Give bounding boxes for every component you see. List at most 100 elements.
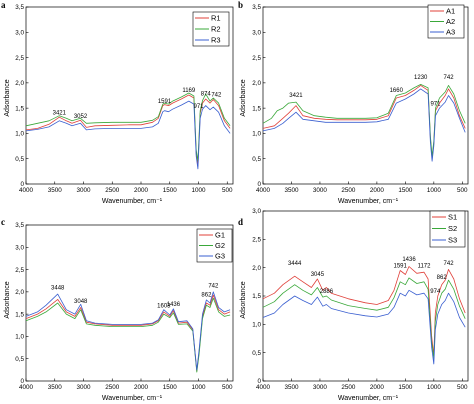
panel-c-peak-label: 3448: [51, 286, 65, 292]
panel-b-peak-label: 1660: [390, 88, 404, 94]
panel-d-ytick-label: 1,0: [252, 322, 261, 329]
panel-a-ylabel: Adsorbance: [4, 79, 11, 116]
panel-c-letter: c: [1, 217, 5, 227]
panel-a-peak-label: 742: [211, 93, 222, 99]
panel-a-ytick-label: 1,5: [15, 105, 24, 112]
panel-c-peak-label: 742: [208, 283, 219, 289]
panel-c-series-g1: [25, 294, 231, 372]
panel-b-ytick-label: 2,5: [252, 55, 261, 62]
panel-a-xtick-label: 3000: [76, 187, 91, 194]
panel-b-peak-label: 1230: [414, 75, 428, 81]
panel-c-ytick-label: 1,5: [15, 311, 24, 318]
panel-c-ytick-label: 2,5: [15, 267, 24, 274]
panel-c-series-g2: [25, 297, 231, 373]
panel-d-legend-label-s1: S1: [448, 213, 457, 222]
panel-b-xtick-label: 1500: [398, 187, 413, 194]
panel-a-legend-label-r3: R3: [211, 36, 221, 45]
panel-b-series-a3: [262, 88, 466, 162]
panel-b-ytick-label: 3,5: [252, 4, 261, 11]
panel-d-series-s1: [262, 266, 466, 356]
panel-c-xtick-label: 500: [222, 384, 233, 391]
panel-a-xtick-label: 500: [222, 187, 233, 194]
panel-b: b Wavenumber, cm⁻¹ Adsorbance 4000 3500 30…: [238, 0, 469, 205]
panel-d-peak-label: 1172: [418, 264, 432, 270]
panel-a-plot: 4000 3500 3000 2500 2000 1500 1000 500 0 0,5 1,0 1,…: [15, 4, 234, 194]
panel-b-xtick-label: 3000: [313, 187, 328, 194]
panel-c-peak-label: 1436: [167, 302, 181, 308]
panel-c-peak-label: 3048: [74, 299, 88, 305]
panel-a-legend: R1 R2 R3: [192, 11, 230, 47]
panel-c-legend-label-g3: G3: [215, 252, 225, 261]
panel-c-xtick-label: 2000: [134, 384, 149, 391]
panel-d-peak-label: 3045: [311, 272, 325, 278]
panel-d-peak-label: 742: [444, 261, 455, 267]
panel-c-ytick-label: 2,0: [15, 289, 24, 296]
panel-d-ytick-label: 0: [257, 378, 261, 385]
panel-a-letter: a: [1, 0, 6, 10]
panel-b-peak-label: 971: [430, 102, 441, 108]
panel-d-xtick-label: 4000: [256, 384, 271, 391]
panel-b-peak-label: 3421: [289, 93, 303, 99]
panel-b-ytick-label: 0,5: [252, 156, 261, 163]
panel-b-series-a1: [262, 85, 466, 160]
panel-c-series-g3: [25, 291, 231, 371]
panel-b-ytick-label: 1,5: [252, 105, 261, 112]
panel-b-xlabel: Wavenumber, cm⁻¹: [338, 198, 399, 205]
panel-b-xtick-label: 2000: [370, 187, 385, 194]
panel-d-xtick-label: 500: [457, 384, 468, 391]
panel-b-xtick-label: 500: [457, 187, 468, 194]
panel-b-xtick-label: 3500: [284, 187, 299, 194]
panel-b-legend-label-a1: A1: [446, 7, 455, 16]
panel-c-legend-label-g1: G1: [215, 231, 225, 240]
panel-d-xtick-label: 2000: [370, 384, 385, 391]
panel-b-legend-label-a2: A2: [446, 17, 455, 26]
panel-d-xtick-label: 3500: [284, 384, 299, 391]
panel-b-ytick-label: 2,0: [252, 80, 261, 87]
panel-d-ytick-label: 2,0: [252, 265, 261, 272]
panel-c-xlabel: Wavenumber, cm⁻¹: [102, 395, 163, 402]
panel-c-ytick-label: 3,0: [15, 244, 24, 251]
panel-a-peak-label: 3421: [53, 111, 67, 117]
panel-a-xtick-label: 1500: [163, 187, 178, 194]
panel-d-legend-label-s2: S2: [448, 224, 457, 233]
panel-b-ytick-label: 1,0: [252, 131, 261, 138]
panel-c-peak-label: 862: [201, 292, 212, 298]
panel-a-peak-label: 1591: [158, 99, 172, 105]
panel-d-series-s2: [262, 277, 466, 359]
panel-a-peak-label: 971: [193, 104, 204, 110]
panel-b-xtick-label: 4000: [256, 187, 271, 194]
panel-b-peak-label: 742: [444, 75, 455, 81]
panel-b-ytick-label: 0: [257, 181, 261, 188]
panel-a-xlabel: Wavenumber, cm⁻¹: [102, 198, 163, 205]
panel-a-xtick-label: 1000: [191, 187, 206, 194]
panel-a-series-r3: [25, 100, 231, 170]
panel-a-frame: [25, 6, 234, 185]
panel-d-plot: 4000 3500 3000 2500 2000 1500 1000 500 0 0,5 1,0 1,…: [252, 208, 469, 391]
panel-a: a Wavenumber, cm⁻¹ Adsorbance 4000 3500 30…: [1, 0, 234, 205]
panel-d-peak-label: 1436: [402, 257, 416, 263]
panel-c-frame: [25, 224, 234, 382]
panel-d-peak-label: 2886: [320, 289, 334, 295]
panel-d-xtick-label: 3000: [313, 384, 328, 391]
panel-c-xtick-label: 3500: [48, 384, 63, 391]
panel-d-xtick-label: 1500: [398, 384, 413, 391]
panel-d-ylabel: Adsorbance: [240, 281, 247, 318]
panel-d-xtick-label: 1000: [427, 384, 442, 391]
panel-d-legend-label-s3: S3: [448, 236, 457, 245]
panel-d-xlabel: Wavenumber, cm⁻¹: [338, 395, 399, 402]
panel-d-ytick-label: 2,5: [252, 237, 261, 244]
panel-c-ytick-label: 3,5: [15, 222, 24, 229]
panel-d-series-s3: [262, 289, 466, 365]
panel-c-xtick-label: 3000: [76, 384, 91, 391]
panel-a-xtick-label: 4000: [19, 187, 34, 194]
panel-d-xtick-label: 2500: [341, 384, 356, 391]
panel-c-ytick-label: 0,5: [15, 356, 24, 363]
panel-d-peak-label: 3444: [288, 261, 302, 267]
panel-a-peak-label: 874: [201, 92, 212, 98]
panel-b-letter: b: [238, 0, 243, 10]
panel-c-ytick-label: 1,0: [15, 334, 24, 341]
panel-c-xtick-label: 1000: [191, 384, 206, 391]
panel-c-ylabel: Adsorbance: [4, 281, 11, 318]
panel-a-xtick-label: 2000: [134, 187, 149, 194]
